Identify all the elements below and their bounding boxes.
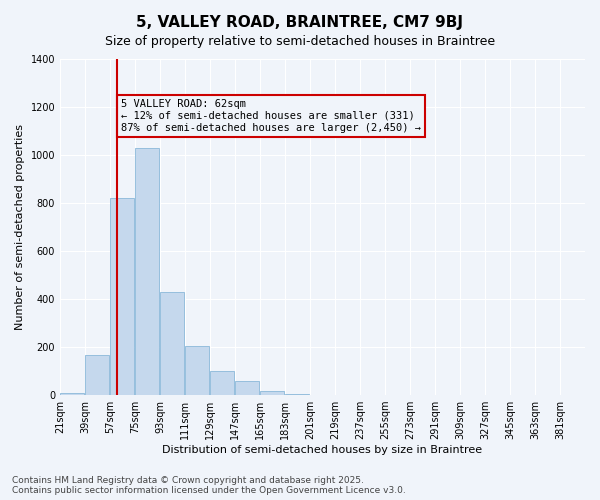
Text: Contains HM Land Registry data © Crown copyright and database right 2025.
Contai: Contains HM Land Registry data © Crown c…	[12, 476, 406, 495]
Y-axis label: Number of semi-detached properties: Number of semi-detached properties	[15, 124, 25, 330]
Bar	[260, 392, 284, 395]
Bar	[160, 292, 184, 395]
X-axis label: Distribution of semi-detached houses by size in Braintree: Distribution of semi-detached houses by …	[163, 445, 482, 455]
Bar	[185, 346, 209, 395]
Bar	[85, 356, 109, 395]
Bar	[60, 392, 85, 395]
Bar	[210, 371, 235, 395]
Bar	[235, 380, 259, 395]
Bar	[110, 198, 134, 395]
Bar	[285, 394, 310, 395]
Text: 5 VALLEY ROAD: 62sqm
← 12% of semi-detached houses are smaller (331)
87% of semi: 5 VALLEY ROAD: 62sqm ← 12% of semi-detac…	[121, 100, 421, 132]
Text: Size of property relative to semi-detached houses in Braintree: Size of property relative to semi-detach…	[105, 35, 495, 48]
Bar	[135, 148, 160, 395]
Text: 5, VALLEY ROAD, BRAINTREE, CM7 9BJ: 5, VALLEY ROAD, BRAINTREE, CM7 9BJ	[137, 15, 464, 30]
